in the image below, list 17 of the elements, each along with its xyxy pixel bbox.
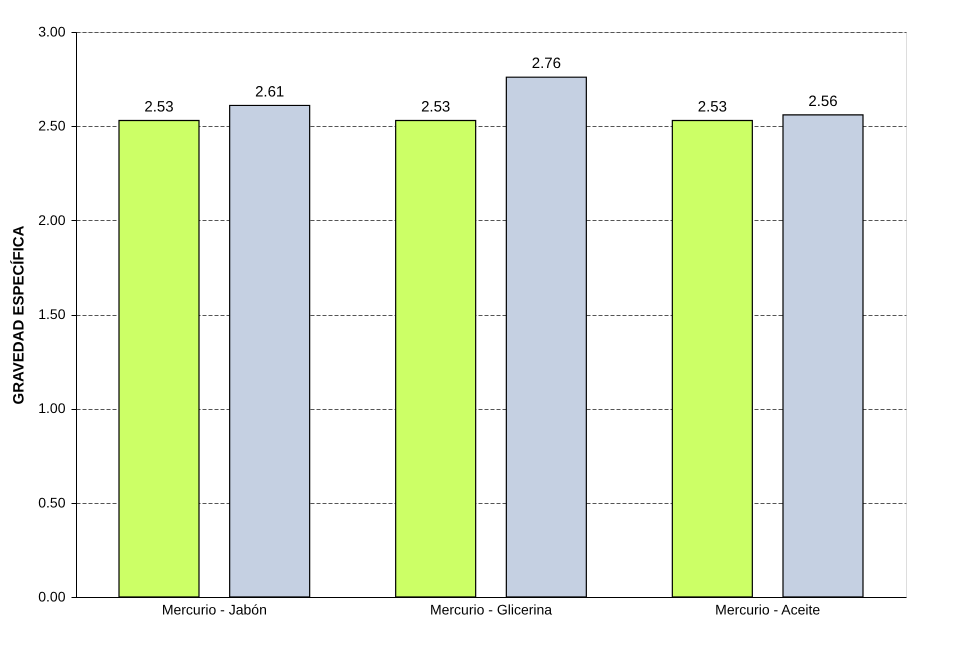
x-tick-label: Mercurio - Jabón [162,602,267,618]
y-tick-label: 1.00 [38,400,66,416]
data-label: 2.53 [144,98,174,116]
data-label: 2.56 [808,92,838,110]
y-tick-label: 1.50 [38,306,66,322]
y-tick-label: 3.00 [38,24,66,40]
data-label: 2.53 [421,98,450,116]
y-tick-label: 2.50 [38,118,66,134]
x-tick-label: Mercurio - Glicerina [430,602,552,618]
data-label: 2.76 [532,55,561,72]
y-tick-label: 2.00 [38,212,66,228]
data-label: 2.61 [255,83,284,100]
y-tick-label: 0.50 [38,494,66,510]
y-axis-title: GRAVEDAD ESPECÍFICA [9,225,28,404]
x-tick-label: Mercurio - Aceite [715,602,820,618]
y-tick-label: 0.00 [38,588,66,604]
data-label: 2.53 [698,98,727,116]
